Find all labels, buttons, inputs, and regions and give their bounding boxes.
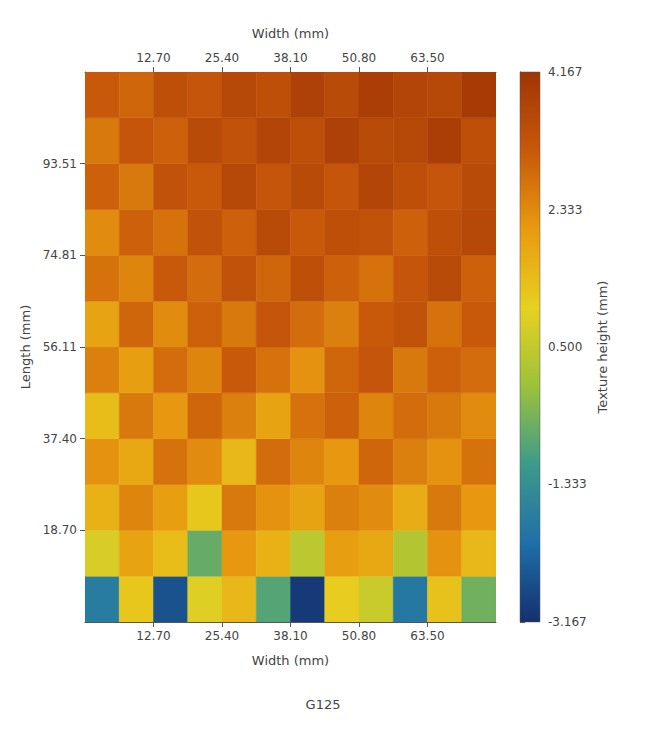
svg-text:63.50: 63.50 (410, 629, 444, 643)
svg-text:50.80: 50.80 (342, 51, 376, 65)
svg-text:Texture height (mm): Texture height (mm) (595, 281, 610, 415)
svg-text:Width (mm): Width (mm) (252, 26, 329, 41)
svg-text:38.10: 38.10 (273, 51, 307, 65)
svg-text:G125: G125 (306, 697, 341, 712)
svg-text:0.500: 0.500 (548, 340, 582, 354)
svg-text:38.10: 38.10 (273, 629, 307, 643)
svg-text:56.11: 56.11 (43, 340, 77, 354)
svg-text:-1.333: -1.333 (548, 477, 587, 491)
svg-text:12.70: 12.70 (136, 629, 170, 643)
svg-text:Width (mm): Width (mm) (252, 653, 329, 668)
svg-text:Length (mm): Length (mm) (18, 305, 33, 389)
svg-text:50.80: 50.80 (342, 629, 376, 643)
svg-text:12.70: 12.70 (136, 51, 170, 65)
svg-text:25.40: 25.40 (205, 629, 239, 643)
svg-text:18.70: 18.70 (43, 523, 77, 537)
svg-text:93.51: 93.51 (43, 157, 77, 171)
svg-text:74.81: 74.81 (43, 248, 77, 262)
svg-text:37.40: 37.40 (43, 432, 77, 446)
svg-text:63.50: 63.50 (410, 51, 444, 65)
svg-text:-3.167: -3.167 (548, 615, 587, 629)
svg-text:4.167: 4.167 (548, 65, 582, 79)
svg-text:25.40: 25.40 (205, 51, 239, 65)
svg-text:2.333: 2.333 (548, 203, 582, 217)
